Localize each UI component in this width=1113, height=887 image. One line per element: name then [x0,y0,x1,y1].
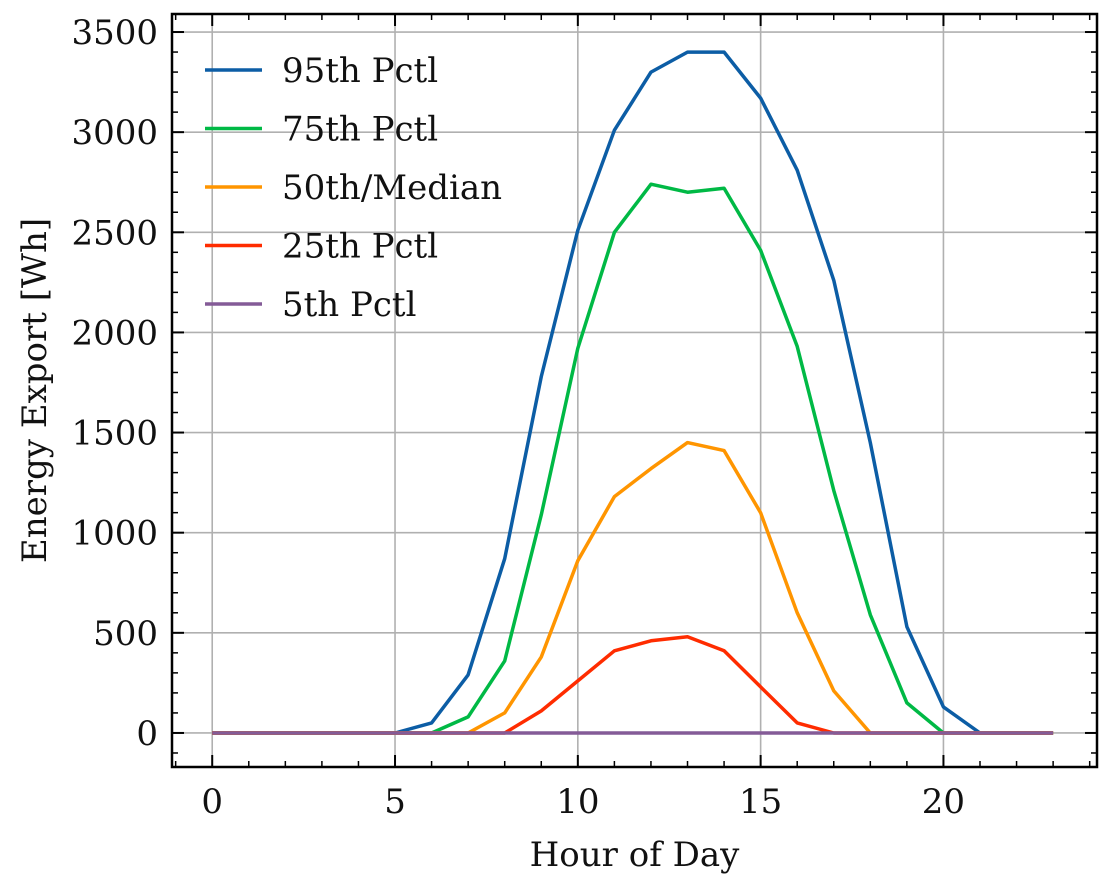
legend-label: 25th Pctl [282,227,438,267]
y-tick-label: 3000 [71,113,158,153]
y-tick-label: 500 [93,614,158,654]
y-tick-label: 1000 [71,514,158,554]
legend-label: 75th Pctl [282,110,438,150]
legend-label: 5th Pctl [282,285,416,325]
legend: 95th Pctl 75th Pctl 50th/Median 25th Pctl 5t… [205,51,502,325]
y-tick-label: 2000 [71,313,158,353]
y-tick-label: 2500 [71,213,158,253]
legend-label: 50th/Median [282,168,502,208]
x-tick-label: 5 [384,782,406,822]
series-line [212,440,1054,735]
legend-label: 95th Pctl [282,51,438,91]
y-tick-label: 1500 [71,414,158,454]
y-axis-label: Energy Export [Wh] [15,218,55,563]
x-axis-label: Hour of Day [530,835,740,875]
y-tick-label: 0 [136,714,158,754]
series-line [212,50,1054,735]
x-tick-label: 10 [556,782,599,822]
x-tick-label: 20 [922,782,965,822]
x-tick-label: 15 [739,782,782,822]
axis-ticks: 0 5 10 15 20 0 500 1000 1500 2000 2500 3000 3500 [71,13,1097,822]
series-line [212,182,1054,735]
y-tick-label: 3500 [71,13,158,53]
plot-frame [170,12,1099,769]
series-lines [212,50,1054,735]
x-tick-label: 0 [201,782,223,822]
